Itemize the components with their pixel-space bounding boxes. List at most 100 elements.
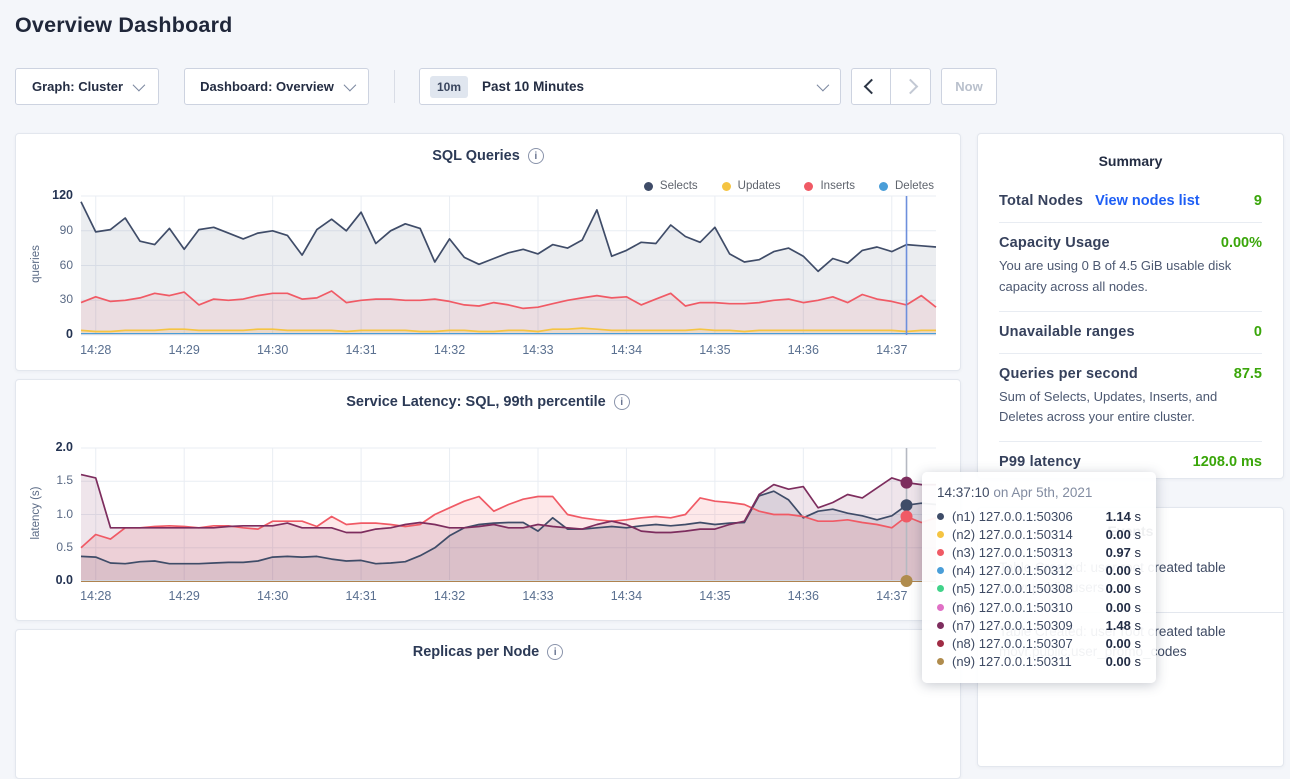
x-axis-tick: 14:34 (600, 343, 652, 357)
view-nodes-list-link[interactable]: View nodes list (1095, 193, 1200, 209)
x-axis-tick: 14:28 (70, 589, 122, 603)
node-color-dot (937, 513, 944, 520)
x-axis-tick: 14:30 (247, 589, 299, 603)
node-color-dot (937, 622, 944, 629)
total-nodes-label: Total Nodes (999, 193, 1083, 209)
node-address: (n6) 127.0.0.1:50310 (952, 600, 1073, 615)
x-axis-tick: 14:34 (600, 589, 652, 603)
x-axis-tick: 14:33 (512, 343, 564, 357)
queries-per-second-value: 87.5 (1234, 366, 1262, 382)
tooltip-node-row: (n2) 127.0.0.1:50314 0.00 s (937, 525, 1141, 543)
node-address: (n4) 127.0.0.1:50312 (952, 563, 1073, 578)
time-range-selector[interactable]: 10m Past 10 Minutes (419, 68, 841, 105)
node-address: (n3) 127.0.0.1:50313 (952, 545, 1073, 560)
tooltip-node-row: (n3) 127.0.0.1:50313 0.97 s (937, 543, 1141, 561)
x-axis-tick: 14:35 (689, 589, 741, 603)
chart-title: Replicas per Node i (16, 644, 960, 660)
unavailable-ranges-value: 0 (1254, 324, 1262, 340)
total-nodes-value: 9 (1254, 193, 1262, 209)
now-button[interactable]: Now (941, 68, 997, 105)
capacity-usage-row: Capacity Usage 0.00% (978, 223, 1283, 251)
capacity-usage-label: Capacity Usage (999, 235, 1110, 251)
legend-label: Selects (660, 180, 698, 192)
node-color-dot (937, 531, 944, 538)
time-range-label: Past 10 Minutes (482, 79, 817, 94)
replicas-per-node-chart-card: Replicas per Node i (15, 629, 961, 779)
x-axis-tick: 14:28 (70, 343, 122, 357)
node-color-dot (937, 658, 944, 665)
prev-range-button[interactable] (851, 68, 891, 105)
legend-item[interactable]: Selects (644, 180, 698, 192)
legend-item[interactable]: Updates (722, 180, 781, 192)
tooltip-date: on Apr 5th, 2021 (993, 485, 1092, 500)
tooltip-node-row: (n9) 127.0.0.1:50311 0.00 s (937, 653, 1141, 671)
y-axis-tick: 2.0 (31, 440, 73, 454)
info-icon[interactable]: i (528, 148, 544, 164)
node-latency-value: 1.14 s (1106, 509, 1141, 524)
chart-legend: Selects Updates Inserts Deletes (644, 180, 934, 192)
node-latency-value: 0.00 s (1106, 527, 1141, 542)
legend-color-dot (722, 182, 731, 191)
summary-card: Summary Total Nodes View nodes list 9 Ca… (977, 133, 1284, 479)
tooltip-node-row: (n8) 127.0.0.1:50307 0.00 s (937, 634, 1141, 652)
tooltip-node-row: (n1) 127.0.0.1:50306 1.14 s (937, 507, 1141, 525)
x-axis-tick: 14:31 (335, 589, 387, 603)
node-address: (n5) 127.0.0.1:50308 (952, 581, 1073, 596)
node-latency-value: 0.00 s (1106, 600, 1141, 615)
chart-title: Service Latency: SQL, 99th percentile i (16, 394, 960, 410)
tooltip-node-row: (n6) 127.0.0.1:50310 0.00 s (937, 598, 1141, 616)
x-axis-tick: 14:36 (777, 589, 829, 603)
x-axis-tick: 14:35 (689, 343, 741, 357)
y-axis-tick: 120 (31, 188, 73, 202)
unavailable-ranges-label: Unavailable ranges (999, 324, 1135, 340)
chevron-down-icon (343, 79, 356, 92)
x-axis-tick: 14:37 (866, 343, 918, 357)
node-latency-value: 0.00 s (1106, 654, 1141, 669)
service-latency-chart-card: Service Latency: SQL, 99th percentile i … (15, 379, 961, 621)
y-axis-label: latency (s) (30, 463, 42, 563)
next-range-button[interactable] (891, 68, 931, 105)
chart-hover-tooltip: 14:37:10 on Apr 5th, 2021 (n1) 127.0.0.1… (922, 472, 1156, 683)
node-color-dot (937, 549, 944, 556)
queries-per-second-label: Queries per second (999, 366, 1138, 382)
legend-item[interactable]: Inserts (804, 180, 855, 192)
legend-item[interactable]: Deletes (879, 180, 934, 192)
legend-label: Updates (738, 180, 781, 192)
chevron-down-icon (817, 79, 830, 92)
legend-color-dot (879, 182, 888, 191)
graph-dropdown-label: Graph: Cluster (32, 79, 123, 94)
tooltip-node-row: (n7) 127.0.0.1:50309 1.48 s (937, 616, 1141, 634)
chart-title-text: Replicas per Node (413, 644, 540, 660)
info-icon[interactable]: i (547, 644, 563, 660)
info-icon[interactable]: i (614, 394, 630, 410)
tooltip-node-row: (n5) 127.0.0.1:50308 0.00 s (937, 580, 1141, 598)
sql-queries-chart-card: SQL Queries i Selects Updates Inserts De… (15, 133, 961, 371)
y-axis-tick: 0.0 (31, 573, 73, 587)
p99-latency-label: P99 latency (999, 454, 1081, 470)
queries-per-second-row: Queries per second 87.5 (978, 354, 1283, 382)
chevron-down-icon (133, 79, 146, 92)
chart-title: SQL Queries i (16, 148, 960, 164)
page-title: Overview Dashboard (15, 13, 233, 38)
dashboard-dropdown-button[interactable]: Dashboard: Overview (184, 68, 369, 105)
unavailable-ranges-row: Unavailable ranges 0 (978, 312, 1283, 340)
x-axis-tick: 14:32 (424, 343, 476, 357)
graph-dropdown-button[interactable]: Graph: Cluster (15, 68, 159, 105)
legend-color-dot (644, 182, 653, 191)
node-latency-value: 0.00 s (1106, 563, 1141, 578)
node-address: (n9) 127.0.0.1:50311 (952, 654, 1072, 669)
tooltip-node-row: (n4) 127.0.0.1:50312 0.00 s (937, 562, 1141, 580)
capacity-usage-value: 0.00% (1221, 235, 1262, 251)
chevron-right-icon (903, 79, 919, 95)
plot-area[interactable] (81, 196, 936, 335)
chart-title-text: Service Latency: SQL, 99th percentile (346, 394, 606, 410)
dashboard-dropdown-label: Dashboard: Overview (200, 79, 334, 94)
y-axis-label: queries (30, 214, 42, 314)
x-axis-tick: 14:30 (247, 343, 299, 357)
node-color-dot (937, 585, 944, 592)
x-axis-tick: 14:29 (158, 343, 210, 357)
y-axis-tick: 0 (31, 327, 73, 341)
tooltip-time: 14:37:10 (937, 485, 990, 500)
plot-area[interactable] (81, 448, 936, 581)
p99-latency-value: 1208.0 ms (1193, 454, 1262, 470)
